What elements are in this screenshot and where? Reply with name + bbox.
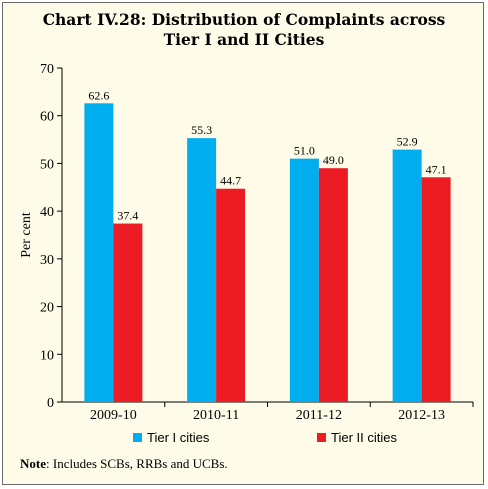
- y-tick-label: 50: [40, 157, 54, 172]
- bar-tier2: [113, 223, 143, 402]
- bar-tier1: [289, 158, 319, 402]
- data-label: 47.1: [426, 162, 447, 176]
- data-label: 44.7: [220, 174, 241, 188]
- x-tick-label: 2010-11: [193, 408, 239, 423]
- legend-label: Tier II cities: [331, 430, 397, 445]
- bar-tier2: [318, 168, 348, 402]
- data-label: 62.6: [88, 88, 109, 102]
- data-label: 55.3: [191, 123, 212, 137]
- legend-swatch: [133, 433, 142, 442]
- bar-tier1: [187, 138, 217, 402]
- bar-tier1: [84, 103, 114, 403]
- data-label: 37.4: [117, 209, 138, 223]
- chart-note: Note: Includes SCBs, RRBs and UCBs.: [20, 456, 228, 472]
- y-axis-label: Per cent: [19, 212, 34, 258]
- x-tick-label: 2009-10: [90, 408, 137, 423]
- note-label: Note: [20, 456, 46, 471]
- bar-tier2: [216, 188, 246, 402]
- chart-title: Chart IV.28: Distribution of Complaints …: [0, 10, 488, 50]
- y-tick-label: 40: [40, 205, 54, 220]
- chart-title-line2: Tier I and II Cities: [163, 30, 325, 49]
- chart-title-line1: Chart IV.28: Distribution of Complaints …: [42, 10, 446, 29]
- y-tick-label: 70: [40, 62, 54, 77]
- y-tick-label: 60: [40, 110, 54, 125]
- data-label: 51.0: [294, 144, 315, 158]
- y-tick-label: 20: [40, 301, 54, 316]
- bar-chart: 0 10 20 30 40 50 60 70 Per cent 62.6 37.4 2009-10 55…: [19, 62, 474, 445]
- y-tick-label: 30: [40, 253, 54, 268]
- bar-tier1: [392, 149, 422, 402]
- legend-swatch: [317, 433, 326, 442]
- x-tick-label: 2011-12: [296, 408, 342, 423]
- bar-tier2: [421, 177, 451, 402]
- x-tick-label: 2012-13: [398, 408, 445, 423]
- y-tick-label: 10: [40, 348, 54, 363]
- y-tick-label: 0: [47, 396, 54, 411]
- data-label: 52.9: [397, 135, 418, 149]
- data-label: 49.0: [323, 153, 344, 167]
- legend-label: Tier I cities: [147, 430, 210, 445]
- note-text: : Includes SCBs, RRBs and UCBs.: [46, 456, 228, 471]
